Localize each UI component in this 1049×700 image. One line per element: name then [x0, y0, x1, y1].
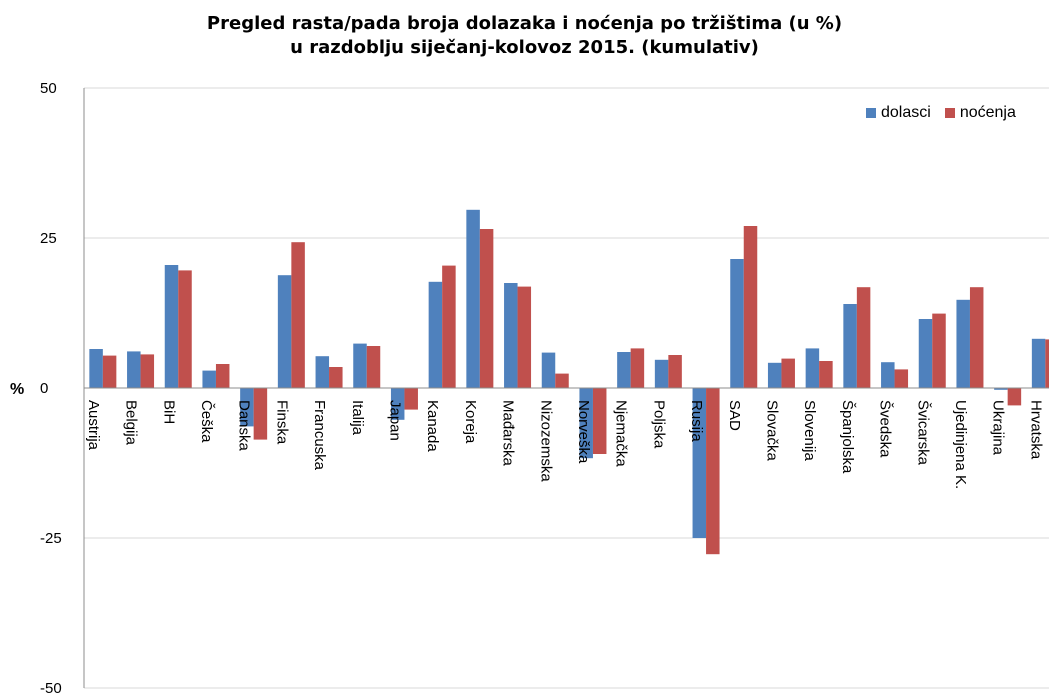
bar-nocenja: [1045, 339, 1049, 388]
x-tick-label: Norveška: [575, 400, 592, 464]
x-tick-label: Hrvatska: [1027, 400, 1044, 460]
x-tick-label: Belgija: [123, 400, 140, 446]
bar-dolasci: [617, 352, 631, 388]
y-tick-label: 25: [40, 230, 57, 247]
legend-item-dolasci: dolasci: [866, 104, 931, 122]
bar-nocenja: [479, 229, 494, 388]
bar-nocenja: [442, 265, 456, 388]
y-tick-label: 50: [40, 80, 57, 97]
chart-title-line-1: Pregled rasta/pada broja dolazaka i noće…: [206, 13, 843, 34]
bar-dolasci: [994, 388, 1008, 390]
bar-dolasci: [164, 265, 179, 388]
bar-dolasci: [730, 259, 744, 388]
chart-title: Pregled rasta/pada broja dolazaka i noće…: [0, 12, 1049, 60]
bar-dolasci: [89, 349, 103, 388]
bar-dolasci: [1031, 338, 1046, 388]
bar-nocenja: [102, 355, 117, 388]
bar-nocenja: [630, 348, 645, 388]
x-tick-label: Francuska: [311, 400, 328, 471]
bar-nocenja: [706, 388, 720, 555]
bar-nocenja: [1007, 388, 1022, 406]
bar-dolasci: [767, 362, 782, 388]
bars: [89, 209, 1049, 555]
bar-dolasci: [390, 388, 405, 420]
bar-dolasci: [353, 343, 367, 388]
x-tick-label: Rusija: [688, 400, 705, 442]
bar-nocenja: [517, 286, 532, 388]
bar-nocenja: [329, 367, 343, 388]
bar-nocenja: [253, 388, 268, 440]
bar-nocenja: [894, 369, 909, 388]
legend-swatch-nocenja: [944, 108, 955, 118]
y-tick-label: 0: [40, 380, 48, 397]
legend-item-nocenja: noćenja: [944, 104, 1016, 122]
x-tick-label: Kanada: [424, 400, 441, 452]
chart-title-line-2: u razdoblju siječanj-kolovoz 2015. (kumu…: [290, 37, 759, 58]
bar-nocenja: [555, 373, 569, 388]
bar-nocenja: [668, 355, 682, 388]
bar-dolasci: [202, 370, 216, 388]
axes: 50 25 0 -25 -50%: [10, 80, 1049, 697]
bar-nocenja: [215, 364, 230, 388]
x-tick-label: Ujedinjena K.: [952, 400, 969, 489]
bar-nocenja: [366, 346, 381, 388]
x-tick-label: Ukrajina: [990, 400, 1007, 456]
bar-dolasci: [466, 209, 480, 388]
bar-nocenja: [592, 388, 607, 454]
x-tick-label: Slovačka: [763, 400, 780, 462]
bar-nocenja: [140, 354, 155, 388]
x-tick-label: Češka: [198, 400, 215, 443]
category-labels: Austrija Belgija BiH Češka Danska Finska Franc…: [85, 400, 1044, 489]
bar-dolasci: [579, 388, 593, 459]
bar-dolasci: [541, 352, 556, 388]
x-tick-label: Koreja: [462, 400, 479, 444]
bar-nocenja: [291, 242, 305, 388]
bar-nocenja: [404, 388, 418, 410]
bar-nocenja: [856, 287, 871, 388]
x-tick-label: Švedska: [877, 400, 894, 458]
bar-nocenja: [781, 358, 795, 388]
legend-swatch-dolasci: [866, 108, 876, 118]
bar-dolasci: [315, 356, 330, 388]
x-tick-label: Poljska: [650, 400, 667, 449]
bar-dolasci: [654, 359, 669, 388]
bar-nocenja: [178, 270, 192, 388]
bar-dolasci: [692, 388, 707, 538]
x-tick-label: Mađarska: [500, 400, 517, 467]
bar-dolasci: [843, 304, 857, 388]
bar-nocenja: [743, 226, 758, 388]
bar-dolasci: [881, 362, 895, 388]
bar-dolasci: [805, 348, 820, 388]
bar-nocenja: [969, 287, 984, 388]
y-tick-label: -50: [40, 680, 62, 697]
bar-dolasci: [127, 351, 141, 388]
x-tick-label: Švicarska: [914, 400, 931, 466]
bar-dolasci: [504, 283, 518, 388]
x-tick-label: Španjolska: [839, 400, 856, 474]
x-tick-label: Japan: [386, 400, 403, 441]
x-tick-label: Italija: [349, 400, 366, 436]
x-tick-label: BiH: [160, 400, 177, 424]
bar-nocenja: [932, 313, 946, 388]
bar-dolasci: [428, 281, 443, 388]
x-tick-label: Austrija: [85, 400, 102, 451]
x-tick-label: Slovenija: [801, 400, 818, 462]
bar-dolasci: [918, 319, 933, 388]
legend-label-dolasci: dolasci: [881, 104, 931, 121]
x-tick-label: SAD: [726, 400, 743, 431]
bar-nocenja: [819, 361, 833, 388]
bar-dolasci: [240, 388, 254, 427]
y-axis-label: %: [10, 381, 24, 398]
x-tick-label: Danska: [236, 400, 253, 452]
x-tick-label: Finska: [273, 400, 290, 445]
bar-dolasci: [956, 299, 970, 388]
x-tick-label: Njemačka: [613, 400, 630, 467]
bar-dolasci: [277, 275, 292, 388]
legend-label-nocenja: noćenja: [959, 104, 1016, 121]
legend: dolasci noćenja: [866, 104, 1030, 122]
y-tick-label: -25: [40, 530, 62, 547]
x-tick-label: Nizozemska: [537, 400, 554, 482]
